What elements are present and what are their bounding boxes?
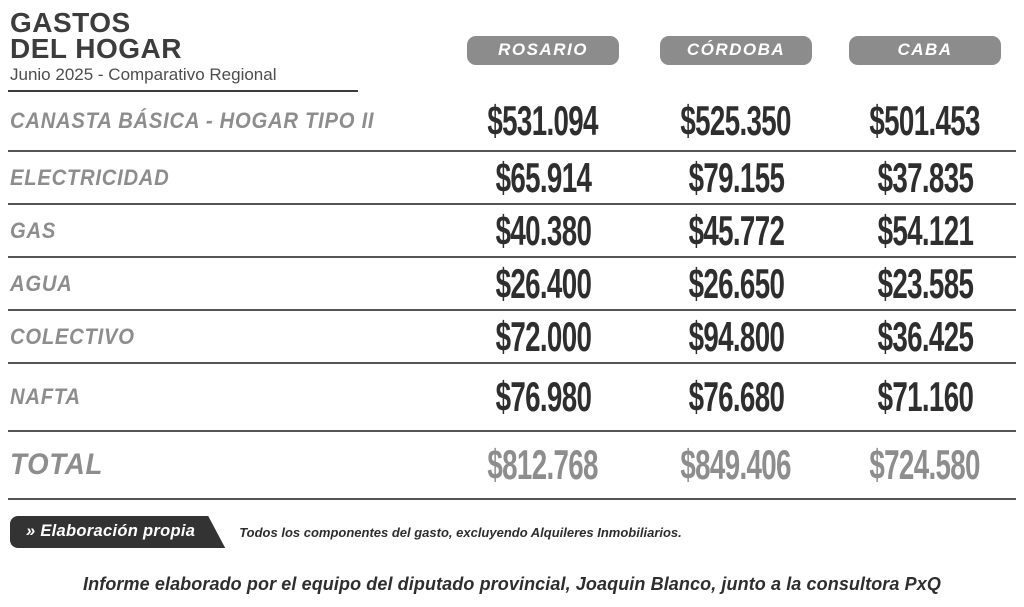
row-label-cell: NAFTA [8, 384, 448, 410]
row-label-cell: TOTAL [8, 448, 448, 482]
value: $72.000 [495, 312, 591, 360]
table-row-canasta: CANASTA BÁSICA - HOGAR TIPO II $531.094 … [8, 92, 1016, 152]
row-label: CANASTA BÁSICA - HOGAR TIPO II [10, 108, 375, 133]
value: $76.680 [688, 373, 784, 420]
value: $26.650 [688, 259, 784, 307]
value-cell-caba: $23.585 [834, 260, 1016, 308]
value-cell-rosario: $65.914 [448, 154, 638, 202]
expenses-table: CANASTA BÁSICA - HOGAR TIPO II $531.094 … [8, 92, 1016, 500]
table-row-nafta: NAFTA $76.980 $76.680 $71.160 [8, 364, 1016, 432]
value-cell-rosario: $76.980 [448, 373, 638, 421]
row-label-cell: ELECTRICIDAD [8, 165, 448, 191]
value: $36.425 [877, 312, 973, 360]
value: $79.155 [688, 153, 784, 201]
value-cell-cordoba: $94.800 [638, 313, 834, 361]
column-badge-rosario: ROSARIO [467, 36, 619, 65]
value: $65.914 [495, 153, 591, 201]
table-row-electricidad: ELECTRICIDAD $65.914 $79.155 $37.835 [8, 152, 1016, 205]
source-row: » Elaboración propia Todos los component… [10, 516, 1016, 548]
value-cell-caba: $71.160 [834, 373, 1016, 421]
total-value: $849.406 [680, 441, 792, 488]
total-cell-cordoba: $849.406 [638, 441, 834, 489]
page-title-line1: GASTOS [10, 7, 131, 38]
value-cell-caba: $54.121 [834, 207, 1016, 255]
column-badge-cordoba: CÓRDOBA [660, 36, 812, 65]
value-cell-cordoba: $79.155 [638, 154, 834, 202]
column-badge-caba: CABA [849, 36, 1001, 65]
value: $71.160 [877, 373, 973, 420]
value-cell-rosario: $26.400 [448, 260, 638, 308]
row-label-cell: GAS [8, 218, 448, 244]
credit-line: Informe elaborado por el equipo del dipu… [83, 574, 941, 594]
page-subtitle: Junio 2025 - Comparativo Regional [10, 65, 277, 84]
source-badge: » Elaboración propia [10, 516, 225, 548]
table-row-colectivo: COLECTIVO $72.000 $94.800 $36.425 [8, 311, 1016, 364]
value: $525.350 [680, 97, 792, 144]
table-row-agua: AGUA $26.400 $26.650 $23.585 [8, 258, 1016, 311]
value: $76.980 [495, 373, 591, 420]
row-label: COLECTIVO [10, 323, 135, 349]
title-block: GASTOS DEL HOGAR Junio 2025 - Comparativ… [8, 8, 358, 92]
value: $40.380 [495, 206, 591, 254]
header: GASTOS DEL HOGAR Junio 2025 - Comparativ… [8, 8, 1016, 92]
value: $531.094 [487, 97, 599, 144]
row-label: GAS [10, 217, 57, 243]
row-label-cell: CANASTA BÁSICA - HOGAR TIPO II [8, 108, 448, 134]
value: $54.121 [877, 206, 973, 254]
value-cell-rosario: $72.000 [448, 313, 638, 361]
total-cell-caba: $724.580 [834, 441, 1016, 489]
total-value: $812.768 [487, 441, 599, 488]
total-cell-rosario: $812.768 [448, 441, 638, 489]
value: $45.772 [688, 206, 784, 254]
value: $94.800 [688, 312, 784, 360]
value-cell-rosario: $40.380 [448, 207, 638, 255]
value: $501.453 [869, 97, 981, 144]
column-header-cell: CÓRDOBA [638, 36, 834, 65]
value-cell-cordoba: $76.680 [638, 373, 834, 421]
row-label: NAFTA [10, 384, 81, 409]
infographic-page: GASTOS DEL HOGAR Junio 2025 - Comparativ… [0, 8, 1024, 607]
value-cell-caba: $37.835 [834, 154, 1016, 202]
total-value: $724.580 [869, 441, 981, 488]
value: $26.400 [495, 259, 591, 307]
total-label: TOTAL [10, 448, 104, 481]
value-cell-caba: $36.425 [834, 313, 1016, 361]
table-row-gas: GAS $40.380 $45.772 $54.121 [8, 205, 1016, 258]
column-header-cell: ROSARIO [448, 36, 638, 65]
page-title-line2: DEL HOGAR [10, 33, 182, 64]
value-cell-cordoba: $26.650 [638, 260, 834, 308]
value-cell-caba: $501.453 [834, 97, 1016, 145]
table-row-total: TOTAL $812.768 $849.406 $724.580 [8, 432, 1016, 500]
row-label: AGUA [10, 270, 73, 296]
row-label-cell: COLECTIVO [8, 324, 448, 350]
value-cell-cordoba: $45.772 [638, 207, 834, 255]
row-label-cell: AGUA [8, 271, 448, 297]
value: $37.835 [877, 153, 973, 201]
value: $23.585 [877, 259, 973, 307]
row-label: ELECTRICIDAD [10, 164, 170, 190]
column-header-cell: CABA [834, 36, 1016, 65]
value-cell-cordoba: $525.350 [638, 97, 834, 145]
value-cell-rosario: $531.094 [448, 97, 638, 145]
source-note: Todos los componentes del gasto, excluye… [239, 524, 682, 540]
